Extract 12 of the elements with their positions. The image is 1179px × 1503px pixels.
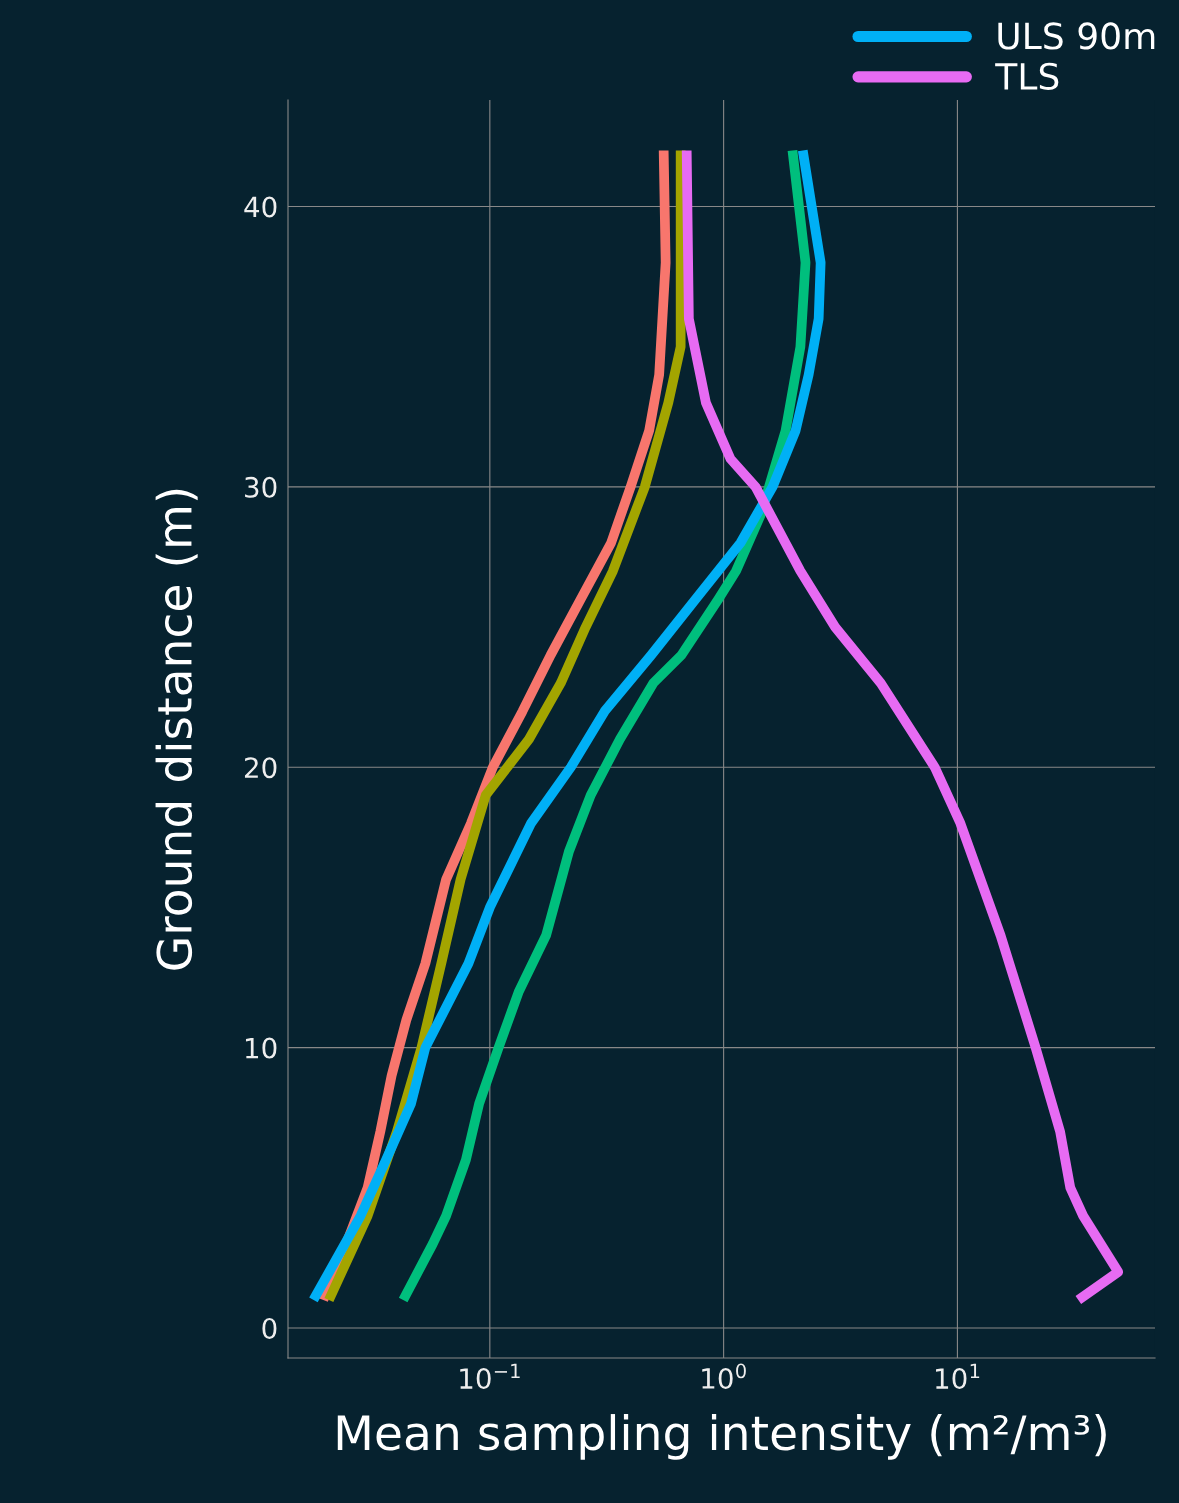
y-tick-label: 40 [244,196,277,218]
y-tick-label: 20 [244,757,277,779]
legend-label: TLS [995,62,1059,90]
x-axis-title: Mean sampling intensity (m²/m³) [337,1414,1106,1460]
legend-label: ULS 90m [998,22,1155,50]
x-tick-label: 10$^{−1}$ [460,1363,520,1390]
y-tick-label: 10 [245,1037,277,1059]
x-tick-label: 10$^{1}$ [936,1363,980,1390]
y-tick-label: 30 [245,476,277,498]
y-axis-title: Ground distance (m) [155,489,198,970]
x-tick-label: 10$^{0}$ [702,1363,746,1390]
y-tick-label: 0 [262,1317,277,1339]
